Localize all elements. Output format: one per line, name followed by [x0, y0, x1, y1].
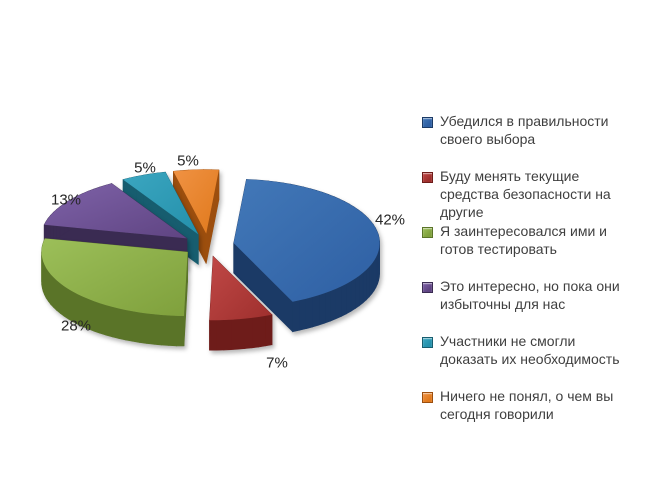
pie-slice-side — [99, 302, 107, 336]
pie-slice-side — [230, 318, 239, 351]
chart-legend: Убедился в правильности своего выбора Бу… — [422, 112, 640, 442]
pie-slice-side — [176, 315, 185, 347]
legend-label: Буду менять текущие средства безопасност… — [440, 168, 611, 220]
pie-slice-side — [105, 304, 113, 338]
pie-slice-side — [346, 280, 352, 315]
legend-label: Убедился в правильности своего выбора — [440, 113, 609, 147]
pie-slice-side — [366, 266, 370, 301]
pie-slice-side — [244, 317, 253, 349]
pie-slice-side — [362, 269, 367, 304]
pie-slice-top — [209, 256, 272, 321]
pie-slice-side — [369, 262, 373, 298]
pie-slice-side — [335, 285, 342, 320]
pie-slice-side — [48, 270, 51, 306]
legend-swatch-icon — [422, 117, 433, 128]
pie-slice-side — [60, 282, 65, 317]
pie-slice-side — [251, 316, 259, 349]
data-label: 7% — [266, 354, 288, 372]
pie-slice-side — [205, 169, 220, 264]
pie-slice-top — [173, 169, 219, 234]
pie-slice-side — [318, 292, 326, 326]
legend-swatch-icon — [422, 172, 433, 183]
pie-slice — [233, 179, 380, 333]
legend-item: Участники не смогли доказать их необходи… — [422, 332, 640, 387]
pie-slice-side — [341, 283, 347, 317]
data-label: 42% — [374, 211, 406, 229]
pie-slice-side — [237, 318, 246, 350]
pie-slice-side — [312, 294, 320, 328]
legend-swatch-icon — [422, 227, 433, 238]
pie-slice-side — [324, 290, 331, 324]
data-label: 13% — [50, 191, 82, 209]
legend-item: Это интересно, но пока они избыточны для… — [422, 277, 640, 332]
pie-slice-side — [93, 300, 101, 334]
pie-slice-side — [50, 273, 54, 309]
pie-slice-side — [118, 308, 126, 341]
pie-slice-side — [223, 319, 232, 351]
pie-slice-side — [112, 306, 120, 339]
pie-slice — [41, 238, 188, 347]
legend-swatch-icon — [422, 392, 433, 403]
pie-slice-side — [216, 319, 224, 351]
legend-item: Я заинтересовался ими и готов тестироват… — [422, 222, 640, 277]
legend-swatch-icon — [422, 337, 433, 348]
pie-slice — [209, 255, 273, 351]
pie-slice-side — [305, 296, 313, 330]
pie-slice-side — [53, 276, 57, 312]
pie-slice-top — [123, 172, 199, 235]
pie-slice-side — [299, 298, 307, 331]
pie-slice-side — [63, 285, 69, 320]
legend-item: Буду менять текущие средства безопасност… — [422, 167, 640, 222]
legend-swatch-icon — [422, 282, 433, 293]
pie-slice-side — [258, 315, 266, 348]
pie-slice-side — [153, 313, 162, 346]
pie-slice-side — [132, 310, 140, 343]
pie-slice-side — [139, 312, 148, 344]
pie-slice-top — [41, 238, 188, 316]
pie-slice-side — [265, 314, 273, 347]
pie-slice-side — [146, 313, 155, 345]
pie-slice-side — [350, 277, 356, 312]
pie-slice-side — [359, 272, 364, 307]
pie-slice-side — [125, 309, 133, 342]
data-label: 28% — [60, 317, 92, 335]
legend-item: Ничего не понял, о чем вы сегодня говори… — [422, 387, 640, 442]
legend-item: Убедился в правильности своего выбора — [422, 112, 640, 167]
data-label: 5% — [134, 159, 156, 177]
pie-slice-side — [371, 259, 375, 295]
pie-slice-side — [355, 275, 360, 310]
pie-slice-top — [233, 179, 380, 302]
pie-slice-side — [161, 314, 170, 346]
legend-label: Ничего не понял, о чем вы сегодня говори… — [440, 388, 614, 422]
pie-slice-top — [44, 183, 187, 239]
legend-label: Это интересно, но пока они избыточны для… — [440, 278, 620, 312]
data-label: 5% — [177, 152, 199, 170]
legend-label: Я заинтересовался ими и готов тестироват… — [440, 223, 607, 257]
pie-slice-side — [45, 267, 49, 303]
pie-slice-side — [292, 299, 300, 333]
pie-slice-side — [56, 279, 61, 315]
pie-slice-side — [168, 315, 177, 347]
legend-label: Участники не смогли доказать их необходи… — [440, 333, 620, 367]
pie-slice-side — [330, 288, 337, 322]
